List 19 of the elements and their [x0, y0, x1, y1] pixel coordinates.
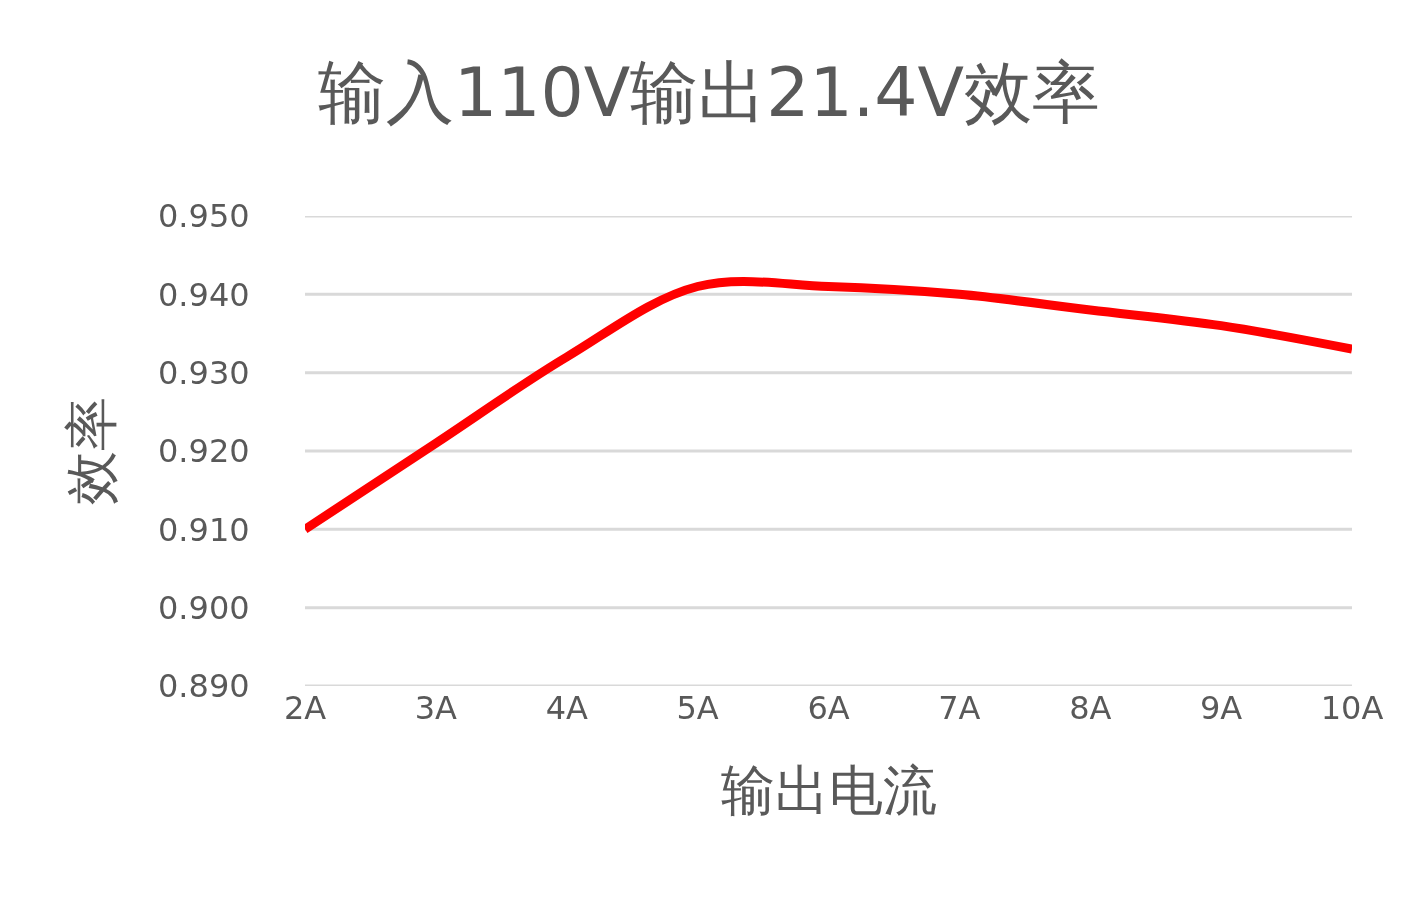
- x-tick-label: 2A: [283, 689, 327, 727]
- y-axis-title: 效率: [59, 397, 123, 505]
- y-tick-label: 0.900: [157, 588, 250, 627]
- x-tick-label: 6A: [807, 689, 850, 727]
- x-tick-label: 9A: [1200, 689, 1243, 727]
- y-tick-label: 0.920: [157, 432, 250, 471]
- y-tick-label: 0.890: [157, 667, 250, 706]
- x-tick-label: 8A: [1069, 689, 1112, 727]
- y-tick-label: 0.930: [157, 353, 250, 392]
- y-tick-label: 0.910: [157, 510, 250, 549]
- x-axis-title: 输出电流: [720, 759, 937, 823]
- y-tick-label: 0.940: [157, 275, 250, 314]
- x-tick-label: 5A: [676, 689, 719, 727]
- x-tick-label: 7A: [938, 689, 981, 727]
- y-tick-label: 0.950: [157, 197, 250, 236]
- x-tick-label: 3A: [414, 689, 458, 727]
- x-tick-label: 4A: [545, 689, 588, 727]
- chart-title: 输入110V输出21.4V效率: [317, 53, 1101, 133]
- x-tick-label: 10A: [1320, 689, 1384, 727]
